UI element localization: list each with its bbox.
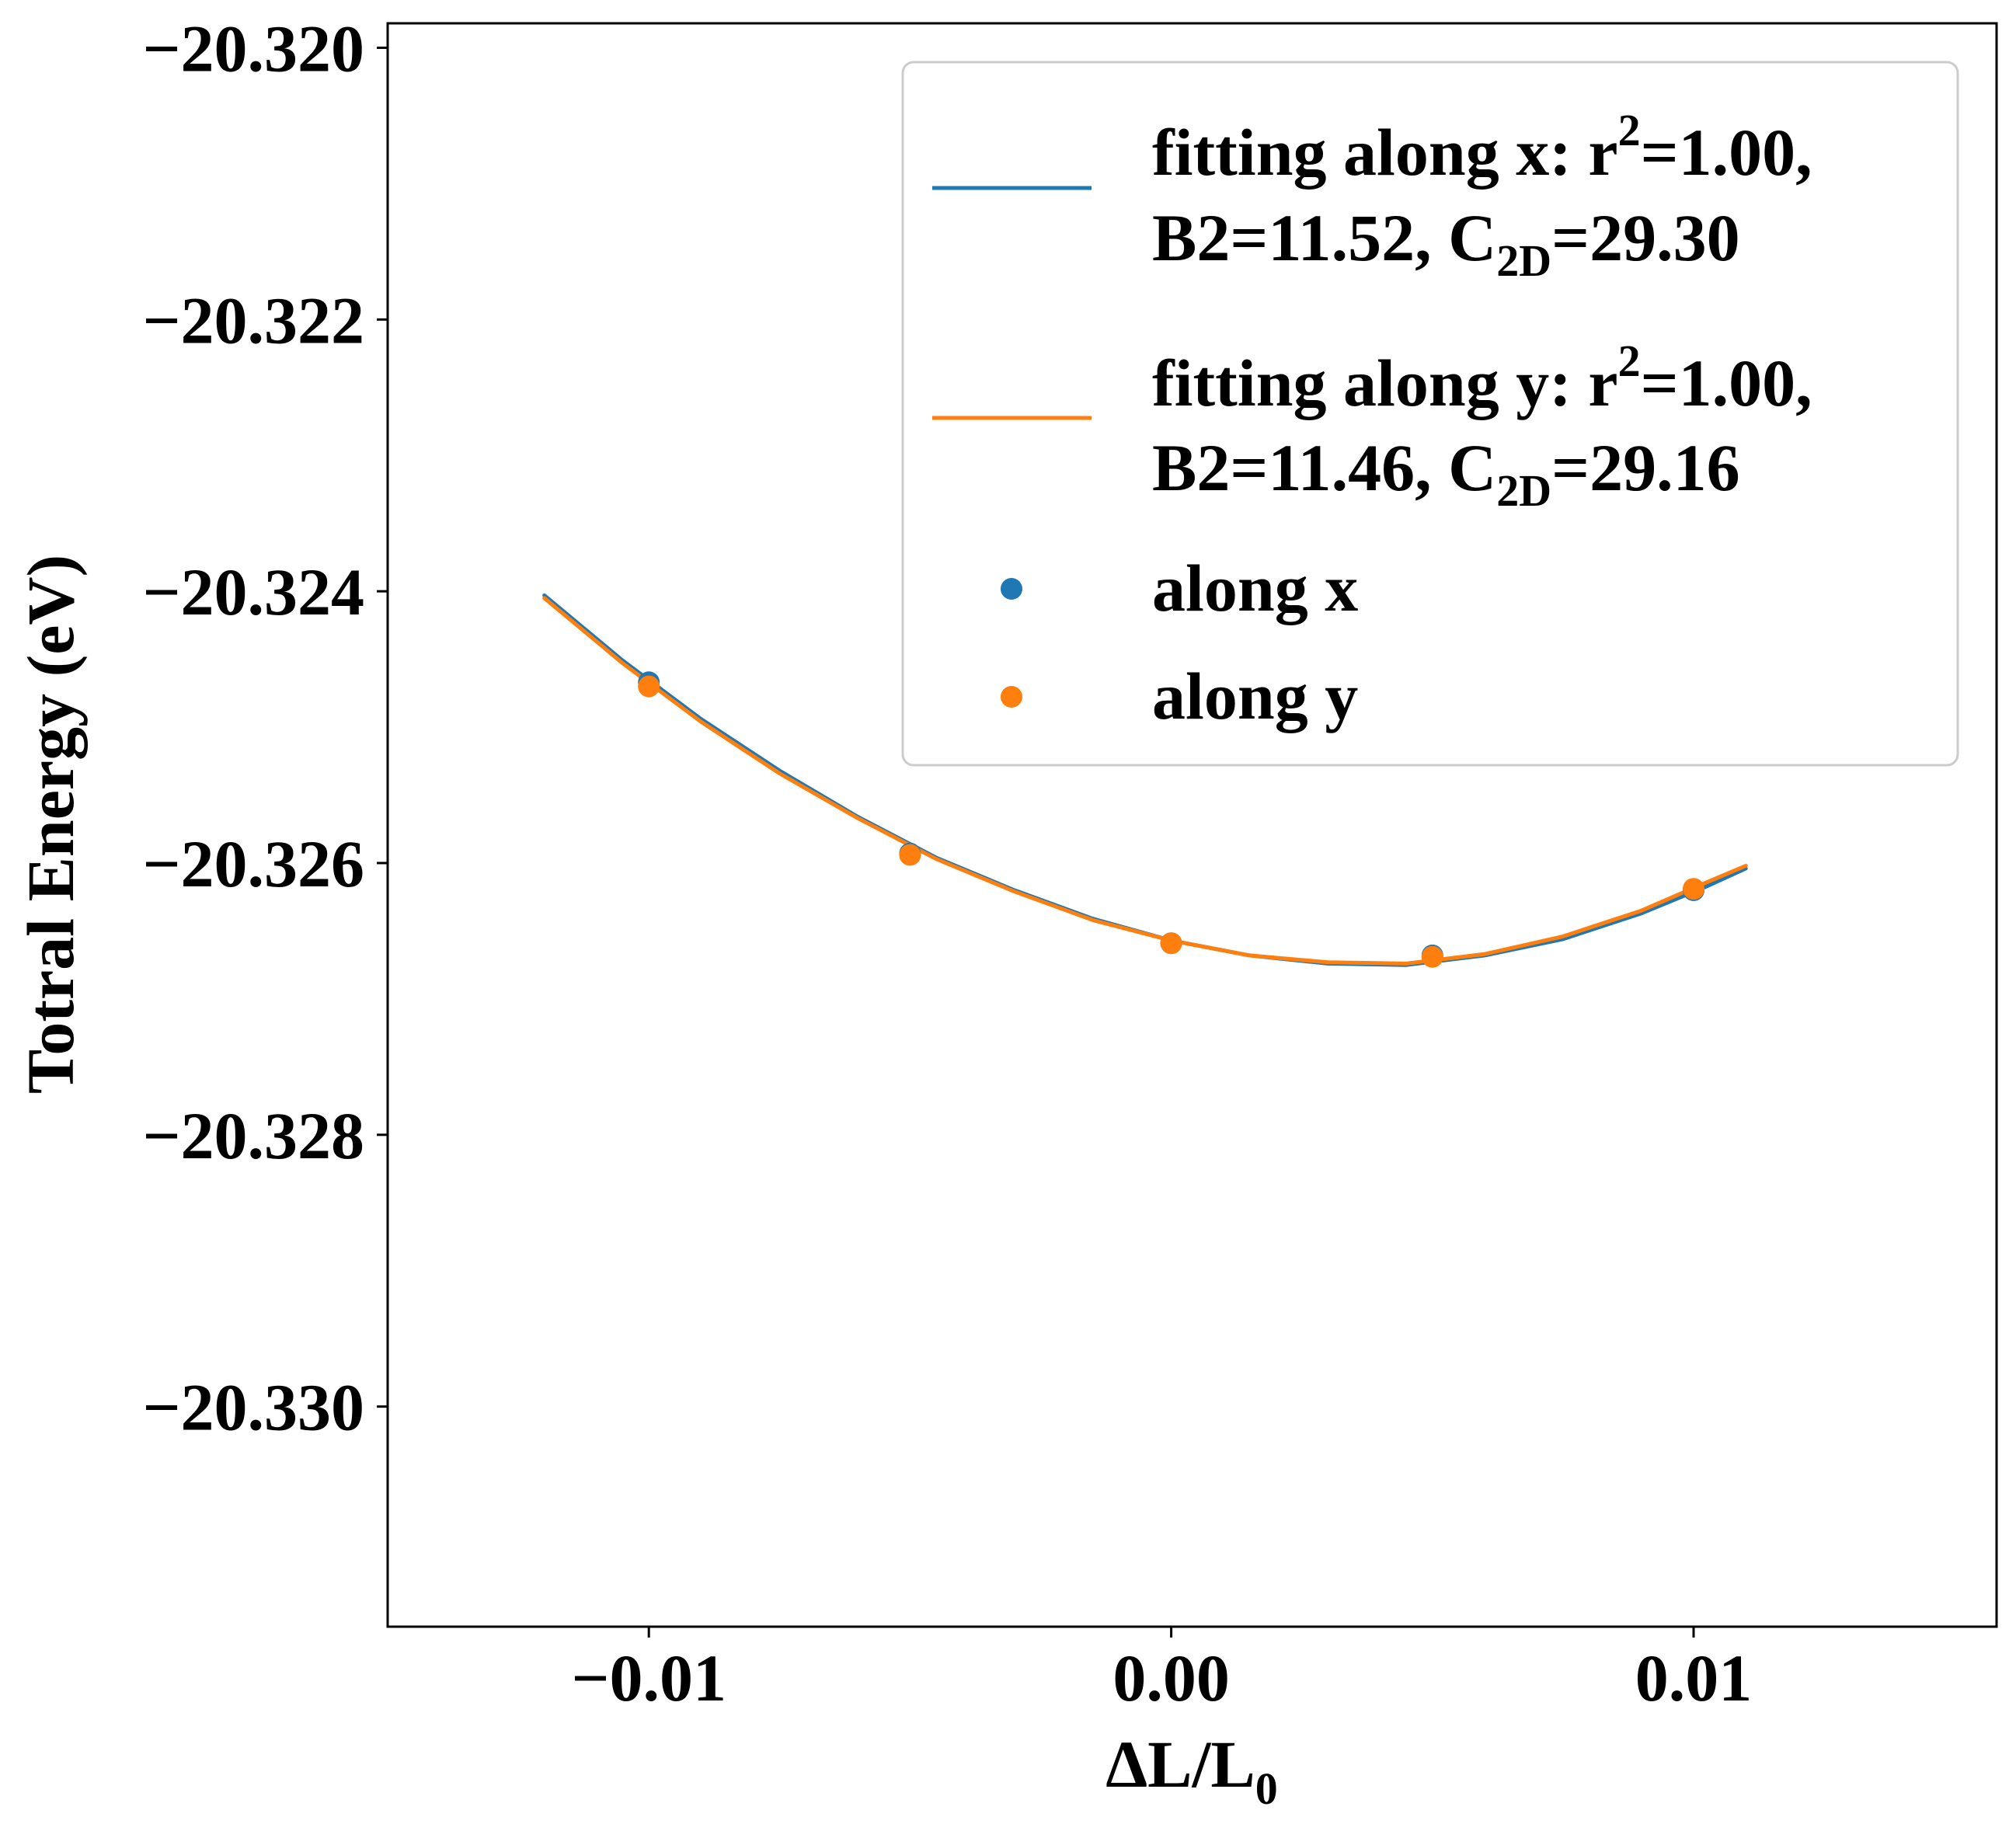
legend-along-x-label: along x [1152,551,1358,625]
legend-along-y-label: along y [1152,659,1358,733]
point-along-y [1160,932,1182,955]
x-axis-ticks: −0.01 0.00 0.01 [571,1627,1752,1715]
legend-along-y-marker [1001,686,1022,708]
legend-along-x-marker [1001,578,1022,600]
y-tick-label: −20.324 [142,555,364,629]
point-along-y [899,844,921,866]
x-tick-label: 0.01 [1635,1641,1753,1715]
point-along-y [1421,945,1443,968]
point-along-y [1683,878,1704,900]
x-tick-label: 0.00 [1112,1641,1230,1715]
legend-fit-x-line2: B2=11.52, C2D=29.30 [1152,200,1740,286]
x-axis-label: ΔL/L0 [1105,1727,1278,1814]
legend-box [901,61,1959,767]
point-along-y [638,675,660,698]
y-axis-label: Totral Energy (eV) [13,555,88,1094]
legend-fit-y-line1: fitting along y: r2=1.00, [1152,336,1812,420]
legend-fit-x-line1: fitting along x: r2=1.00, [1152,105,1812,190]
y-axis-ticks: −20.320 −20.322 −20.324 −20.326 −20.328 −20.3… [142,11,388,1445]
y-tick-label: −20.322 [142,283,364,357]
plot-frame [386,22,1998,1628]
y-tick-label: −20.320 [142,11,364,85]
x-tick-label: −0.01 [571,1641,726,1715]
scatter-points [638,671,1704,968]
legend-fit-y-line2: B2=11.46, C2D=29.16 [1152,430,1740,516]
legend: fitting along x: r2=1.00, B2=11.52, C2D=… [901,61,1959,767]
y-tick-label: −20.328 [142,1098,364,1173]
y-tick-label: −20.326 [142,827,364,901]
y-tick-label: −20.330 [142,1370,364,1445]
